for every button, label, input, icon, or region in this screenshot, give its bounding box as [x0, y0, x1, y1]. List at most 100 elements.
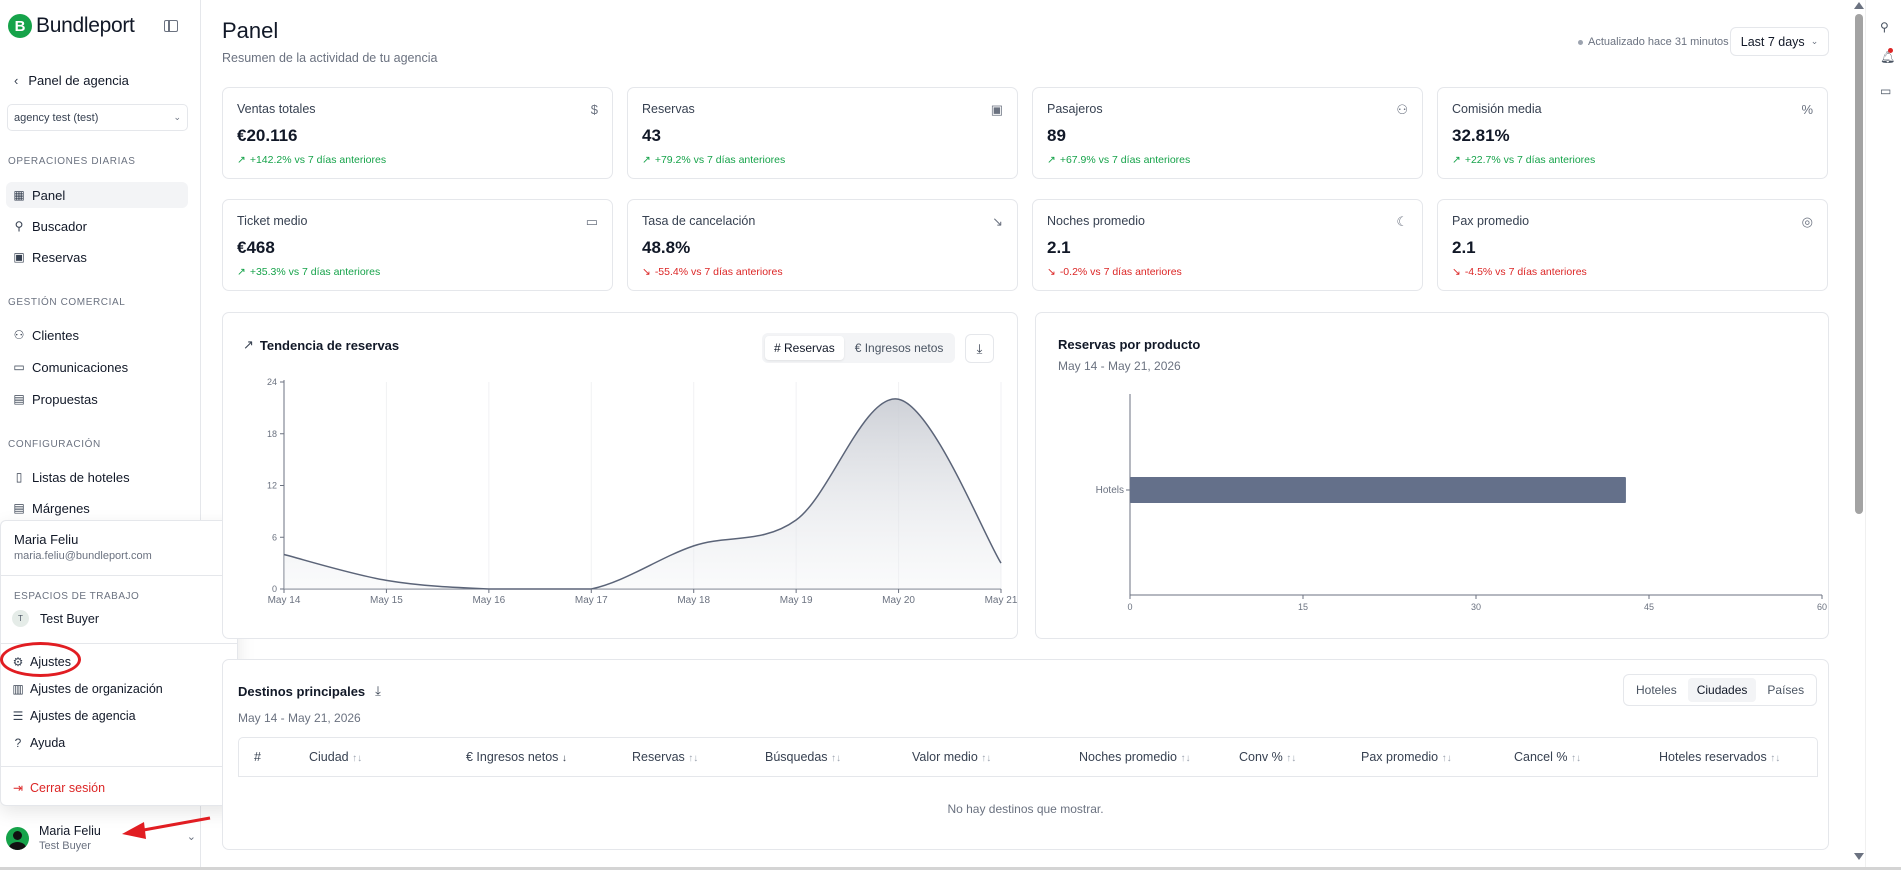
- download-button[interactable]: ⤓: [965, 334, 994, 363]
- back-label: Panel de agencia: [28, 73, 129, 88]
- sidebar-item-clientes[interactable]: ⚇ Clientes: [6, 322, 188, 348]
- section-title: GESTIÓN COMERCIAL: [8, 297, 126, 308]
- kpi-change-text: +35.3% vs 7 días anteriores: [249, 266, 381, 278]
- menu-item-ajustes-agencia[interactable]: ☰ Ajustes de agencia: [12, 709, 228, 723]
- scroll-down-icon[interactable]: [1854, 853, 1864, 860]
- sort-icon: ↓: [561, 753, 567, 764]
- kpi-change-text: -0.2% vs 7 días anteriores: [1059, 266, 1182, 278]
- series-line: [283, 398, 1002, 590]
- kpi-card: Ticket medio ▭ €468 ↗ +35.3% vs 7 días an…: [222, 199, 613, 291]
- brand-logo[interactable]: B Bundleport: [8, 14, 135, 38]
- column-label: Cancel %: [1514, 750, 1568, 764]
- column-header-cancel[interactable]: Cancel % ↑↓: [1514, 750, 1581, 764]
- product-card: Reservas por producto May 14 - May 21, 2…: [1035, 312, 1829, 639]
- sidebar-item-label: Propuestas: [32, 391, 98, 407]
- tab-paises[interactable]: Países: [1767, 683, 1805, 697]
- tab-ciudades[interactable]: Ciudades: [1687, 678, 1757, 702]
- user-circle-icon: ◎: [1801, 214, 1813, 229]
- tab-reservas[interactable]: # Reservas: [765, 336, 844, 360]
- kpi-label: Pasajeros: [1047, 102, 1103, 116]
- kpi-change: ↗ +142.2% vs 7 días anteriores: [237, 154, 386, 166]
- sidebar-item-panel[interactable]: ▦ Panel: [6, 182, 188, 208]
- feedback-icon[interactable]: ▭: [1880, 84, 1892, 98]
- menu-item-ayuda[interactable]: ? Ayuda ›: [12, 736, 228, 751]
- sidebar-item-buscador[interactable]: ⚲ Buscador: [6, 213, 188, 239]
- back-to-agency-panel[interactable]: ‹ Panel de agencia: [14, 73, 129, 88]
- workspaces-label: ESPACIOS DE TRABAJO: [14, 591, 140, 602]
- y-tick-label: 12: [267, 481, 277, 491]
- column-header-noches[interactable]: Noches promedio ↑↓: [1079, 750, 1190, 764]
- chevron-down-icon: ⌄: [1810, 36, 1819, 46]
- sidebar-item-reservas[interactable]: ▣ Reservas: [6, 244, 188, 270]
- tab-ingresos-netos[interactable]: € Ingresos netos: [854, 341, 944, 355]
- main-content: Panel Resumen de la actividad de tu agen…: [202, 0, 1852, 868]
- area-fill: [284, 398, 1001, 589]
- download-icon[interactable]: ⤓: [375, 683, 381, 698]
- tab-hoteles[interactable]: Hoteles: [1636, 683, 1677, 697]
- column-header-pax[interactable]: Pax promedio ↑↓: [1361, 750, 1452, 764]
- column-header-reservas[interactable]: Reservas ↑↓: [632, 750, 698, 764]
- help-icon: ?: [14, 736, 22, 750]
- y-tick-label: 18: [267, 429, 277, 439]
- trend-up-icon: ↗: [1452, 154, 1461, 166]
- trend-up-icon: ↗: [243, 337, 254, 352]
- calendar-icon: ▣: [13, 250, 25, 264]
- x-tick-label: May 19: [780, 595, 813, 606]
- logout-button[interactable]: ⇥ Cerrar sesión: [12, 781, 228, 795]
- period-select-value: Last 7 days: [1740, 34, 1805, 49]
- sidebar-item-propuestas[interactable]: ▤ Propuestas: [6, 386, 188, 412]
- kpi-value: 89: [1047, 126, 1066, 145]
- column-header-busquedas[interactable]: Búsquedas ↑↓: [765, 750, 841, 764]
- sort-icon: ↑↓: [831, 753, 842, 764]
- avatar: [6, 826, 29, 850]
- user-menu-trigger[interactable]: Maria Feliu Test Buyer ⌄: [6, 818, 196, 858]
- sidebar-item-listas-hoteles[interactable]: ▯ Listas de hoteles: [6, 464, 188, 490]
- column-header-valor-medio[interactable]: Valor medio ↑↓: [912, 750, 991, 764]
- column-header-ingresos[interactable]: € Ingresos netos ↓: [466, 750, 567, 764]
- trend-card-title: Tendencia de reservas: [259, 337, 400, 353]
- ticket-icon: ▭: [585, 214, 598, 229]
- logout-label: Cerrar sesión: [30, 781, 106, 795]
- sidebar-item-comunicaciones[interactable]: ▭ Comunicaciones: [6, 354, 188, 380]
- agency-select[interactable]: agency test (test) ⌄: [7, 104, 188, 131]
- menu-item-ajustes-organizacion[interactable]: ▥ Ajustes de organización: [12, 682, 228, 696]
- x-tick-label: May 15: [370, 595, 403, 606]
- y-tick-label: Hotels: [1096, 485, 1124, 496]
- column-label: Noches promedio: [1079, 750, 1177, 764]
- trend-down-icon: ↘: [1047, 266, 1056, 278]
- page-scrollbar[interactable]: [1853, 0, 1865, 868]
- sidebar-toggle-icon[interactable]: [164, 20, 178, 32]
- trend-down-icon: ↘: [642, 266, 651, 278]
- column-header-ciudad[interactable]: Ciudad ↑↓: [309, 750, 362, 764]
- kpi-card: Ventas totales $ €20.116 ↗ +142.2% vs 7 d…: [222, 87, 613, 179]
- last-updated: Actualizado hace 31 minutos: [1578, 36, 1729, 48]
- x-tick-label: May 21: [985, 595, 1018, 606]
- chevron-left-icon: ‹: [14, 73, 19, 88]
- trend-down-icon: ↘: [1452, 266, 1461, 278]
- users-icon: ⚇: [1396, 102, 1408, 117]
- column-header-hoteles-reservados[interactable]: Hoteles reservados ↑↓: [1659, 750, 1780, 764]
- kpi-label: Pax promedio: [1452, 214, 1530, 228]
- search-icon[interactable]: ⚲: [1880, 20, 1889, 34]
- y-tick-label: 6: [272, 532, 277, 542]
- search-icon: ⚲: [14, 219, 24, 233]
- destinations-tabs: Hoteles Ciudades Países: [1623, 674, 1818, 706]
- page-title: Panel: [222, 18, 279, 43]
- period-select[interactable]: Last 7 days ⌄: [1730, 27, 1829, 56]
- kpi-label: Ventas totales: [237, 102, 316, 116]
- y-tick-label: 24: [267, 377, 277, 387]
- column-header: #: [254, 750, 261, 764]
- kpi-label: Ticket medio: [237, 214, 308, 228]
- x-tick-label: May 14: [268, 595, 301, 606]
- bell-icon[interactable]: 🔔︎: [1880, 50, 1896, 64]
- scroll-thumb[interactable]: [1855, 14, 1863, 514]
- column-header-conv[interactable]: Conv % ↑↓: [1239, 750, 1296, 764]
- popover-user-name: Maria Feliu: [14, 532, 79, 547]
- popover-user-email: maria.feliu@bundleport.com: [14, 550, 152, 562]
- destinations-header: Destinos principales ⤓: [238, 683, 381, 699]
- sidebar-item-margenes[interactable]: ▤ Márgenes: [6, 495, 188, 521]
- kpi-value: €468: [237, 238, 275, 257]
- destinations-title: Destinos principales: [238, 683, 366, 699]
- workspace-item[interactable]: T Test Buyer ›: [12, 610, 228, 627]
- scroll-up-icon[interactable]: [1854, 2, 1864, 9]
